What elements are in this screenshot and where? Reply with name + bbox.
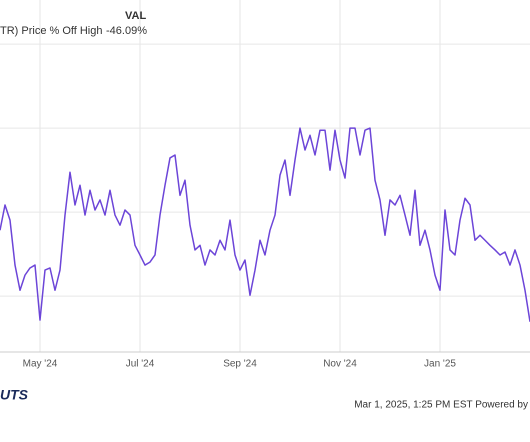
x-tick-label: Jul '24	[126, 359, 155, 370]
x-tick-label: Nov '24	[323, 359, 357, 370]
x-tick-label: Jan '25	[424, 359, 456, 370]
legend-header: VAL	[125, 10, 146, 22]
footer: Mar 1, 2025, 1:25 PM EST Powered by	[354, 400, 528, 411]
x-tick-label: May '24	[23, 359, 58, 370]
legend-entry: TR) Price % Off High	[0, 25, 103, 37]
series-line	[0, 127, 530, 322]
logo: UTS	[0, 387, 29, 403]
legend-value: -46.09%	[106, 25, 147, 37]
x-tick-label: Sep '24	[223, 359, 257, 370]
